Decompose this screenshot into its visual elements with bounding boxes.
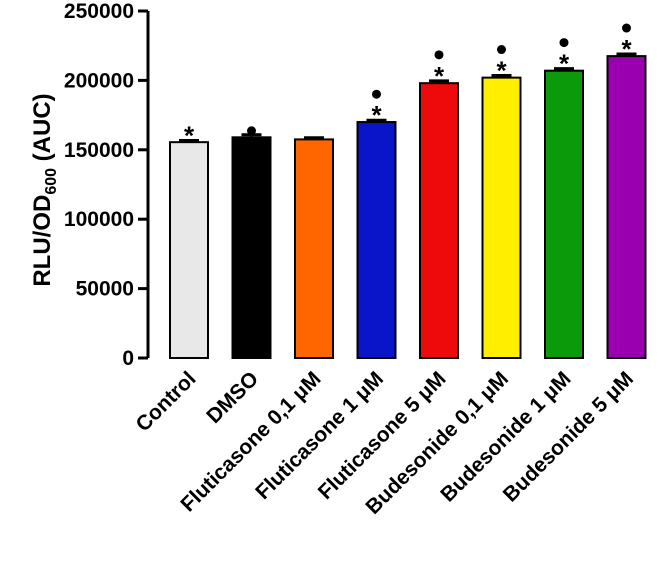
significance-star-4: *	[434, 61, 445, 91]
y-axis-title-main: RLU/OD	[29, 195, 56, 287]
x-tick-label-0: Control	[131, 367, 200, 436]
y-axis-title: RLU/OD600 (AUC)	[29, 93, 60, 286]
y-tick-label-2: 100000	[64, 208, 134, 231]
significance-dot-6	[559, 38, 569, 48]
significance-star-3: *	[371, 100, 382, 130]
significance-dot-7	[622, 23, 631, 33]
plot-area: 0 50000 100000 150000 200000 250000 * Control DM…	[64, 0, 647, 519]
significance-dot-1	[247, 126, 256, 136]
bar-1	[231, 136, 272, 359]
svg-text:RLU/OD600 (AUC): RLU/OD600 (AUC)	[29, 93, 60, 286]
significance-star-6: *	[559, 49, 570, 79]
bar-4	[419, 82, 459, 360]
significance-star-5: *	[496, 56, 507, 86]
significance-dot-3	[372, 89, 381, 99]
y-tick-label-4: 200000	[64, 69, 134, 92]
x-tick-label-1: DMSO	[202, 367, 263, 428]
significance-dot-5	[497, 45, 506, 55]
significance-dot-4	[434, 50, 444, 60]
y-axis-title-subscript: 600	[43, 168, 60, 195]
bar-7	[606, 55, 647, 360]
bar-3	[356, 121, 397, 360]
y-axis-title-suffix: (AUC)	[29, 93, 56, 168]
y-tick-label-0: 0	[122, 347, 134, 370]
bar-5	[481, 76, 522, 360]
bar-2	[294, 138, 334, 359]
y-tick-label-3: 150000	[64, 139, 134, 162]
y-tick-label-5: 250000	[64, 0, 134, 23]
significance-star-0: *	[184, 121, 195, 151]
bar-0	[169, 141, 209, 359]
bar-6	[544, 69, 584, 360]
y-tick-label-1: 50000	[76, 278, 134, 301]
significance-star-7: *	[621, 34, 632, 64]
